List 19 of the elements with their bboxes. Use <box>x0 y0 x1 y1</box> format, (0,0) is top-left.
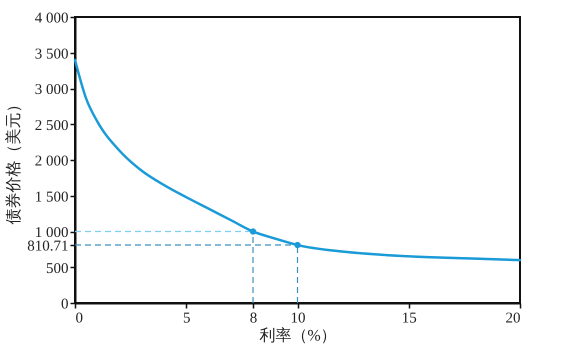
x-axis-title: 利率（%） <box>259 326 337 344</box>
x-tick-label: 8 <box>250 310 258 326</box>
line-series <box>74 58 522 262</box>
y-tick-label: 500 <box>46 260 68 277</box>
x-tick-label: 5 <box>183 310 190 326</box>
x-tick-label: 10 <box>290 310 306 326</box>
x-tick-label: 20 <box>506 310 520 326</box>
y-tick-label: 2 500 <box>34 118 68 134</box>
y-axis-title: 债券价格（美元） <box>4 96 22 224</box>
x-tick-label: 0 <box>76 310 83 326</box>
y-tick-label: 0 <box>61 296 68 312</box>
y-tick-label: 2 000 <box>34 154 68 170</box>
y-tick-label: 3 000 <box>34 82 68 98</box>
y-tick-label: 3 500 <box>34 46 68 62</box>
y-tick-label: 810.71 <box>27 238 68 255</box>
x-tick-label: 15 <box>402 310 417 326</box>
y-tick-label: 4 000 <box>34 10 68 26</box>
y-tick-label: 1 500 <box>34 189 68 206</box>
y-tick-label: 1 000 <box>34 225 68 241</box>
